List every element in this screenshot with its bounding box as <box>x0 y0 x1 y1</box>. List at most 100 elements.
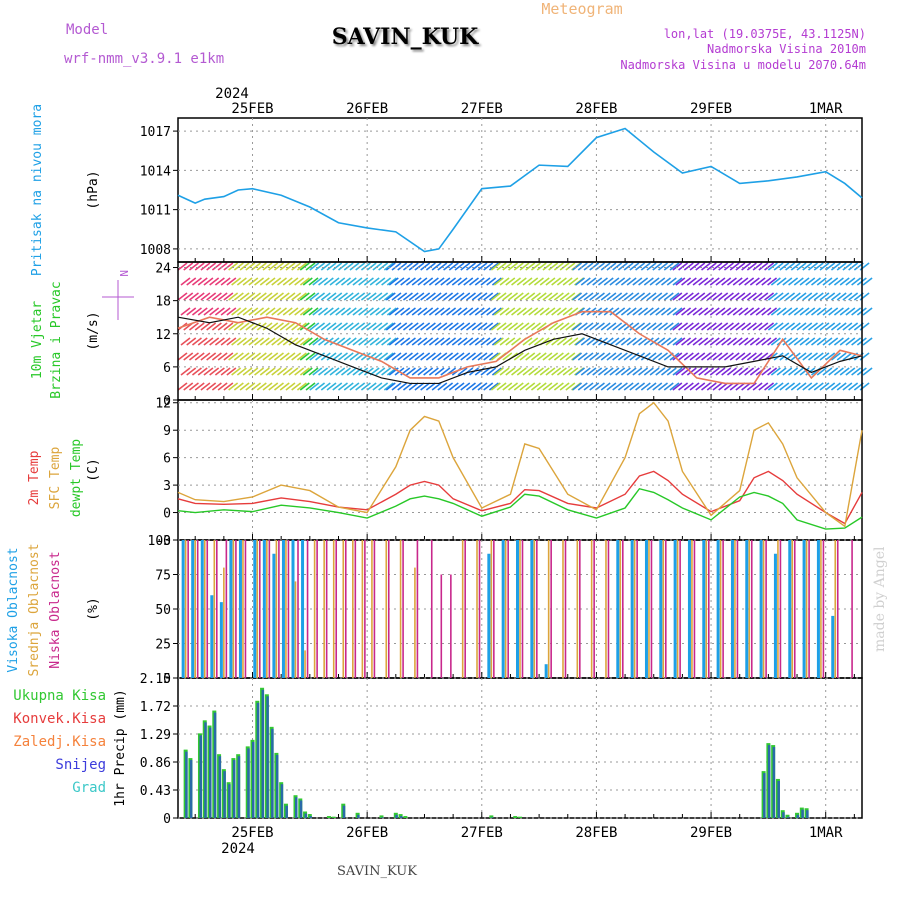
wind-barb <box>385 382 396 391</box>
wind-barb <box>802 292 813 301</box>
wind-barb <box>577 292 588 301</box>
precip-bar <box>331 816 336 818</box>
wind-barb <box>294 277 305 286</box>
wind-barb <box>782 307 793 316</box>
wind-barb <box>320 262 331 271</box>
wind-barb <box>692 337 703 346</box>
wind-barb <box>744 277 755 286</box>
wind-barb <box>496 292 507 301</box>
wind-barb <box>536 322 547 331</box>
wind-barb <box>548 322 559 331</box>
wind-barb <box>186 367 197 376</box>
wind-barb <box>749 277 760 286</box>
wind-barb <box>735 352 746 361</box>
wind-barb <box>779 292 790 301</box>
wind-barb <box>425 352 436 361</box>
wind-barb <box>746 322 757 331</box>
wind-barb <box>341 337 351 346</box>
wind-barb <box>519 382 530 391</box>
wind-barb <box>191 337 202 346</box>
wind-barb <box>542 292 553 301</box>
wind-barb <box>761 307 772 316</box>
wind-barb <box>383 352 394 361</box>
wind-barb <box>672 262 683 271</box>
wind-barb <box>513 262 524 271</box>
wind-barb <box>282 337 293 346</box>
wind-barb <box>381 307 392 316</box>
precip-bar-inner <box>247 748 250 818</box>
wind-barb <box>565 352 576 361</box>
wind-barb <box>346 307 357 316</box>
wind-barb <box>698 337 709 346</box>
wind-barb <box>355 262 366 271</box>
wind-barb <box>620 367 631 376</box>
wind-barb <box>226 337 237 346</box>
wind-barb <box>443 382 454 391</box>
wind-barb <box>502 352 513 361</box>
wind-barb <box>704 337 714 346</box>
wind-barb <box>502 382 513 391</box>
wind-barb <box>214 277 225 286</box>
wind-barb <box>299 277 310 286</box>
wind-barb <box>836 322 847 331</box>
wind-barb <box>833 277 844 286</box>
precip-bar-inner <box>772 747 776 818</box>
wind-barb <box>440 277 451 286</box>
wind-barb <box>299 382 310 391</box>
wind-barb <box>451 307 462 316</box>
wind-barb <box>663 322 674 331</box>
wind-barb <box>505 367 516 376</box>
wind-barb <box>332 322 343 331</box>
model-label: Model <box>66 22 108 38</box>
wind-barb <box>752 292 763 301</box>
wind-barb <box>251 322 262 331</box>
wind-barb <box>565 262 576 271</box>
wind-barb <box>302 367 313 376</box>
wind-barb <box>488 292 499 301</box>
wind-barb <box>606 322 617 331</box>
wind-barb <box>180 307 191 316</box>
wind-barb <box>294 367 305 376</box>
y-tick-label: 1014 <box>140 164 171 179</box>
wind-barb <box>372 322 383 331</box>
wind-barb <box>799 367 810 376</box>
wind-barb <box>437 262 448 271</box>
y-axis-title-pressure: Pritisak na nivou mora <box>30 104 45 276</box>
wind-barb <box>466 352 476 361</box>
precip-bar <box>307 814 312 818</box>
precip-bar-inner <box>223 771 226 818</box>
wind-barb <box>329 337 340 346</box>
precip-bar-inner <box>237 756 241 818</box>
precip-bar-inner <box>304 813 308 818</box>
wind-barb <box>790 382 801 391</box>
wind-barb <box>299 352 310 361</box>
wind-barb <box>735 262 746 271</box>
wind-barb <box>296 262 307 271</box>
wind-barb <box>251 352 262 361</box>
wind-barb <box>761 277 772 286</box>
wind-barb <box>615 277 626 286</box>
wind-barb <box>363 307 374 316</box>
wind-barb <box>661 277 672 286</box>
wind-barb <box>355 322 366 331</box>
wind-barb <box>836 352 847 361</box>
wind-barb <box>363 337 374 346</box>
wind-barb <box>638 337 649 346</box>
wind-barb <box>338 322 348 331</box>
wind-barb <box>741 292 752 301</box>
wind-barb <box>749 367 760 376</box>
wind-barb <box>683 262 694 271</box>
wind-barb <box>454 382 465 391</box>
wind-barb <box>454 262 465 271</box>
wind-barb <box>580 367 591 376</box>
wind-barb <box>712 322 723 331</box>
wind-barb <box>499 307 510 316</box>
elevation-label: Nadmorska Visina 2010m <box>707 42 866 56</box>
wind-barb <box>741 262 752 271</box>
precip-bar-inner <box>232 760 236 818</box>
wind-barb <box>360 292 371 301</box>
wind-barb <box>323 367 334 376</box>
wind-barb <box>773 262 784 271</box>
wind-barb <box>474 277 485 286</box>
wind-barb <box>813 292 824 301</box>
